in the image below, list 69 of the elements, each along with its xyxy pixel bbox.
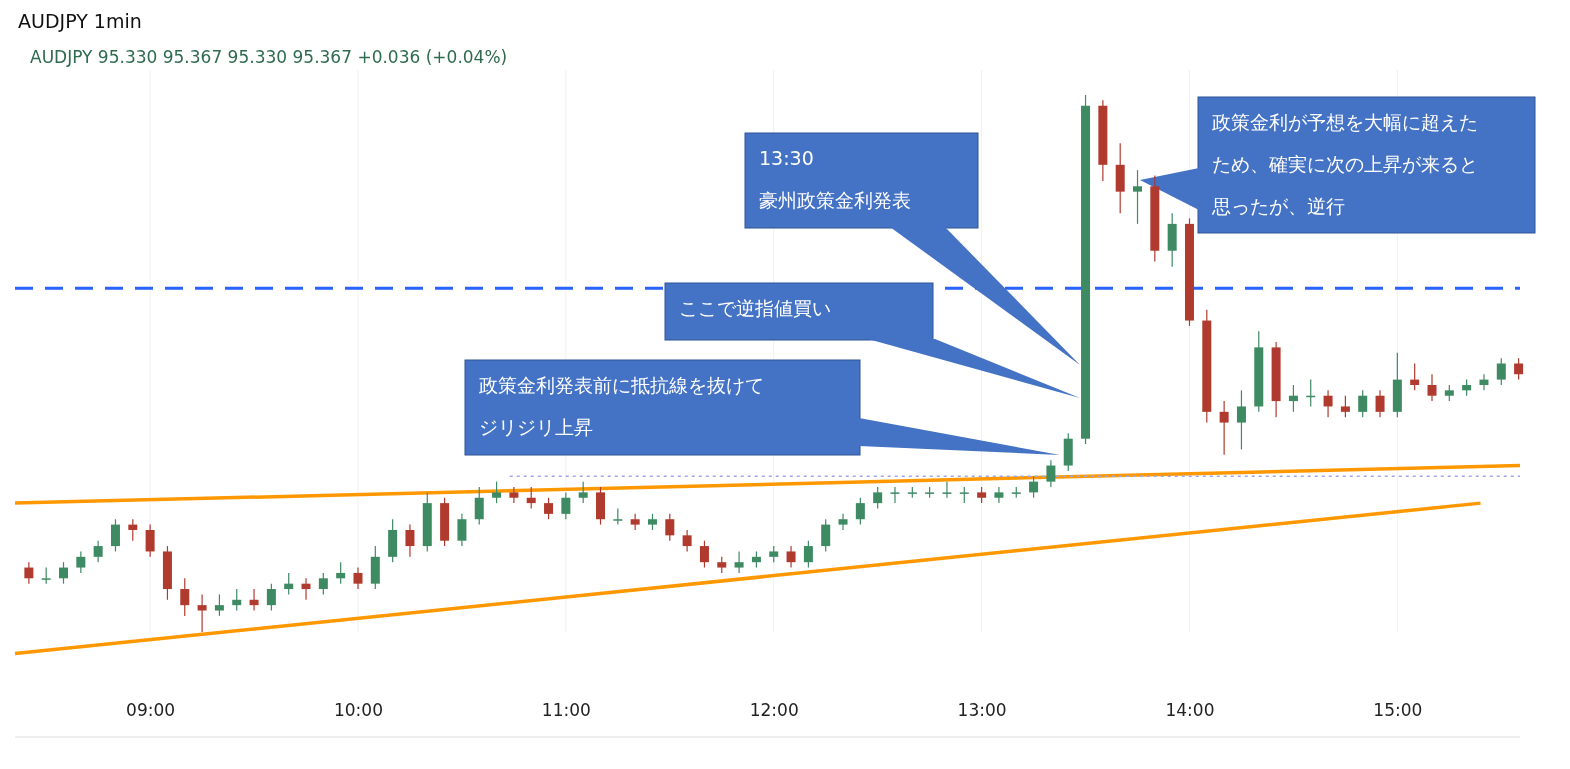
annotation: 政策金利が予想を大幅に超えたため、確実に次の上昇が来ると思ったが、逆行 <box>1211 111 1478 217</box>
candlestick <box>1375 389 1385 418</box>
annotation: ここで逆指値買い <box>679 297 831 319</box>
candlestick <box>1479 373 1489 391</box>
x-tick-label: 11:00 <box>541 700 591 721</box>
candlestick <box>578 481 588 504</box>
candlestick <box>699 540 709 569</box>
candlestick <box>803 540 813 569</box>
candlestick <box>76 550 86 574</box>
candlestick <box>266 583 276 612</box>
candlestick <box>353 566 363 590</box>
candlestick <box>1340 395 1350 418</box>
candlestick <box>665 513 675 542</box>
candlestick <box>197 593 207 633</box>
x-tick-label: 15:00 <box>1373 700 1423 721</box>
candlestick <box>1410 362 1420 391</box>
candlestick <box>301 577 311 601</box>
candlestick <box>457 513 467 547</box>
candlestick <box>145 524 155 558</box>
candlestick <box>873 486 883 510</box>
candlestick <box>630 513 640 531</box>
candlestick <box>1358 389 1368 418</box>
candlestick <box>249 588 259 612</box>
candlestick <box>128 518 138 542</box>
annotation: 政策金利発表前に抵抗線を抜けてジリジリ上昇 <box>479 374 764 438</box>
x-tick-label: 10:00 <box>333 700 383 721</box>
candlestick <box>232 588 242 612</box>
chart-subtitle: AUDJPY 95.330 95.367 95.330 95.367 +0.036 (+0.04%) <box>30 47 508 67</box>
chart-title: AUDJPY 1min <box>18 10 142 32</box>
candlestick <box>284 572 294 596</box>
candlestick <box>1323 389 1333 418</box>
candlestick <box>838 513 848 531</box>
candlestick <box>544 497 554 520</box>
annotation: 13:30 豪州政策金利発表 <box>759 147 911 211</box>
candlestick <box>1427 373 1437 402</box>
candlestick <box>59 561 68 585</box>
candlestick <box>1236 389 1246 451</box>
candlestick <box>492 481 502 504</box>
candlestick <box>1029 475 1039 499</box>
x-tick-label: 13:00 <box>957 700 1007 721</box>
candlestick <box>786 545 796 569</box>
candlestick <box>855 497 865 526</box>
candlestick <box>405 524 415 558</box>
candlestick <box>734 550 744 574</box>
candlestick <box>1288 384 1298 413</box>
candlestick <box>1514 357 1524 381</box>
candlestick <box>318 572 328 596</box>
candlestick <box>93 540 103 563</box>
candlestick <box>821 518 831 553</box>
candlestick <box>1219 400 1229 456</box>
candlestick <box>1046 459 1056 488</box>
candlestick <box>214 593 224 617</box>
candlestick <box>994 486 1004 504</box>
x-tick-label: 14:00 <box>1165 700 1215 721</box>
candlestick <box>1496 357 1506 386</box>
candlestick <box>1133 169 1143 225</box>
candlestick <box>561 491 571 520</box>
candlestick <box>474 486 484 526</box>
candlestick <box>24 561 34 585</box>
candlestick <box>336 561 346 585</box>
candlestick <box>180 577 190 617</box>
x-tick-label: 09:00 <box>126 700 176 721</box>
candlestick <box>890 486 900 504</box>
candlestick <box>110 518 120 553</box>
candlestick <box>509 486 519 504</box>
candlestick <box>942 481 952 499</box>
candlestick <box>526 486 536 510</box>
x-tick-label: 12:00 <box>749 700 799 721</box>
candlestick <box>682 529 692 553</box>
